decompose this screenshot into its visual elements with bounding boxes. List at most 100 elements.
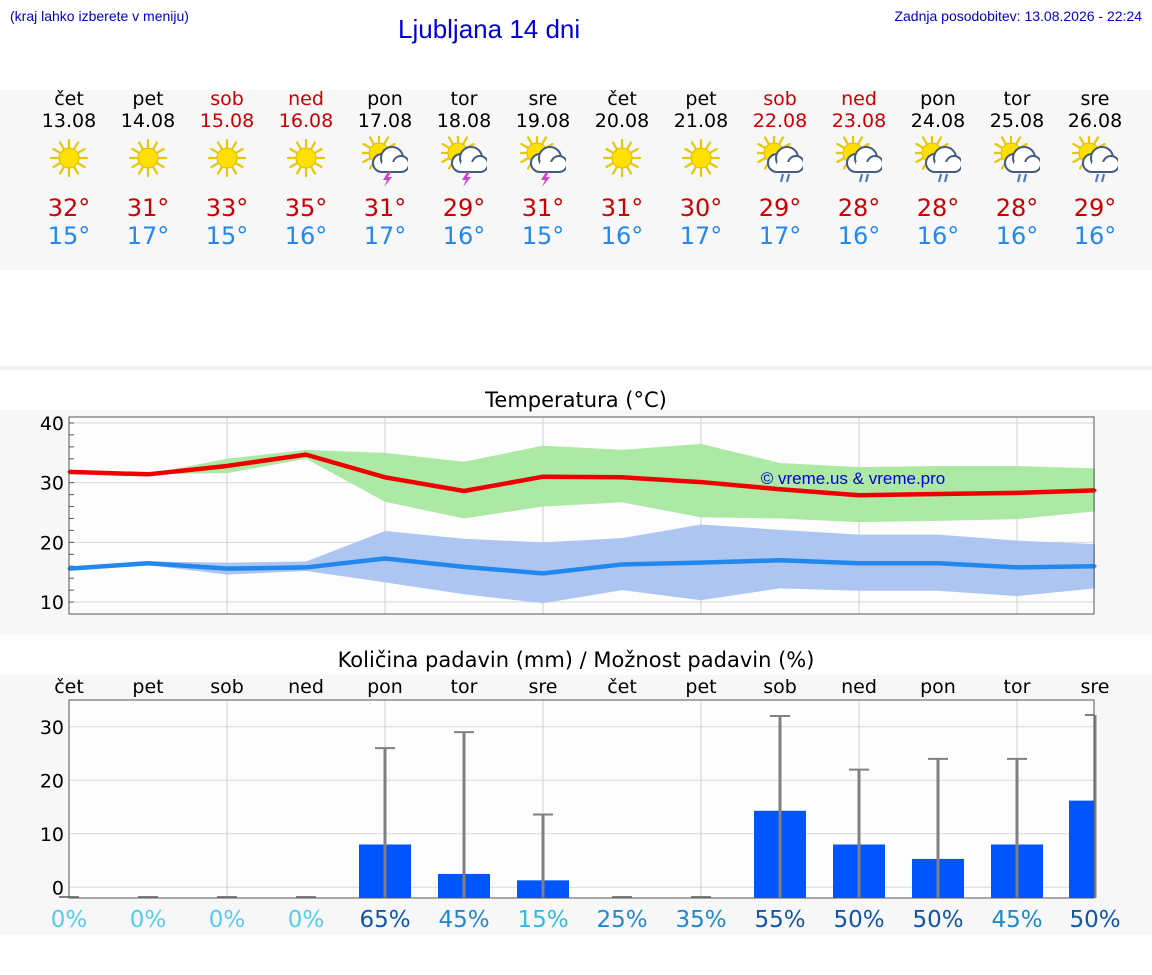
precipitation-probability: 35% — [675, 907, 726, 933]
sun-shape — [207, 138, 247, 178]
rain-drop — [937, 173, 943, 183]
sun-ray — [630, 147, 639, 154]
rain-drop — [779, 173, 785, 183]
sun-thunderstorm-icon — [441, 136, 487, 186]
day-name: sre — [528, 88, 558, 110]
min-temperature: 16° — [916, 222, 960, 250]
rain-drop — [785, 173, 791, 183]
sun-ray — [137, 141, 144, 150]
max-temperature-point — [1015, 491, 1019, 495]
day-name: sre — [1080, 88, 1110, 110]
sun-disc — [137, 147, 159, 169]
rain-drop — [1094, 173, 1100, 183]
sun-ray — [520, 142, 529, 149]
cloud-shape — [846, 146, 882, 173]
day-column: pet 21.08 30° 17° — [662, 88, 740, 250]
cloud-body — [382, 162, 401, 172]
max-temperature: 28° — [837, 194, 881, 222]
sun-ray — [310, 166, 317, 175]
max-temperature-point — [541, 475, 545, 479]
precipitation-probability: 15% — [517, 907, 568, 933]
day-date: 19.08 — [515, 110, 571, 132]
x-tick-label: sre — [529, 676, 558, 698]
max-temperature-point — [857, 493, 861, 497]
x-tick-label: pon — [920, 676, 956, 698]
lightning-bolt — [383, 172, 392, 186]
sun-disc — [611, 147, 633, 169]
sun-ray — [137, 166, 144, 175]
day-name: tor — [450, 88, 478, 110]
separator — [0, 366, 1152, 370]
day-column: pon 17.08 31° 17° — [346, 88, 424, 250]
day-name: pet — [685, 88, 717, 110]
x-tick-label: čet — [54, 676, 84, 698]
sun-ray — [684, 162, 693, 169]
y-tick-label: 10 — [40, 824, 64, 846]
temperature-chart: 10 20 30 40 © vreme.us & vreme.pro — [40, 413, 1097, 615]
min-temperature-point — [778, 558, 782, 562]
lightning-bolt — [541, 172, 550, 186]
sun-ray — [836, 157, 845, 164]
sun-ray — [690, 141, 697, 150]
max-temperature-point — [620, 475, 624, 479]
min-temperature-line — [68, 556, 1096, 576]
sun-ray — [156, 162, 165, 169]
sun-ray — [216, 141, 223, 150]
x-tick-label: sre — [1081, 676, 1110, 698]
cloud-body — [856, 162, 875, 172]
x-tick-label: tor — [451, 676, 478, 698]
rain-drop — [864, 173, 870, 183]
min-temperature: 17° — [758, 222, 802, 250]
min-temperature-point — [541, 571, 545, 575]
sun-ray — [684, 147, 693, 154]
min-temperature-point — [936, 561, 940, 565]
sunny-icon — [602, 138, 642, 178]
cloud-body — [1092, 162, 1111, 172]
day-date: 14.08 — [120, 110, 176, 132]
sun-ray — [310, 141, 317, 150]
lightning-bolt — [462, 172, 471, 186]
sun-ray — [1015, 136, 1022, 145]
day-date: 13.08 — [41, 110, 97, 132]
precipitation-probability: 0% — [130, 907, 167, 933]
min-temperature: 16° — [442, 222, 486, 250]
sun-ray — [216, 166, 223, 175]
rain-drop — [1016, 173, 1022, 183]
rain-drop — [943, 173, 949, 183]
precipitation-probability: 50% — [833, 907, 884, 933]
sunny-icon — [286, 138, 326, 178]
sun-ray — [210, 162, 219, 169]
min-temperature: 16° — [1073, 222, 1117, 250]
sunny-icon — [207, 138, 247, 178]
min-temperature-point — [304, 565, 308, 569]
day-date: 17.08 — [357, 110, 413, 132]
day-name: ned — [288, 88, 324, 110]
precipitation-probability: 0% — [209, 907, 246, 933]
day-name: pet — [132, 88, 164, 110]
sun-ray — [58, 166, 65, 175]
plot-frame — [68, 699, 1095, 899]
sun-ray — [152, 166, 159, 175]
sun-thunderstorm-icon — [520, 136, 566, 186]
min-temperature-point — [699, 561, 703, 565]
cloud-shape — [767, 146, 803, 173]
sun-ray — [152, 141, 159, 150]
cloud-shape — [925, 146, 961, 173]
sun-shape — [49, 138, 89, 178]
x-tick-label: pon — [367, 676, 403, 698]
min-temperature-point — [462, 565, 466, 569]
y-tick-label: 20 — [40, 532, 64, 554]
max-temperature: 35° — [284, 194, 328, 222]
min-temperature: 15° — [521, 222, 565, 250]
cloud-shape — [1082, 146, 1118, 173]
sun-ray — [709, 147, 718, 154]
min-temperature-point — [146, 561, 150, 565]
y-tick-label: 30 — [40, 717, 64, 739]
day-column: čet 13.08 32° 15° — [30, 88, 108, 250]
sun-ray — [1093, 136, 1100, 145]
sun-ray — [235, 147, 244, 154]
y-tick-label: 20 — [40, 770, 64, 792]
x-tick-label: tor — [1004, 676, 1031, 698]
sun-ray — [705, 141, 712, 150]
day-column: čet 20.08 31° 16° — [583, 88, 661, 250]
